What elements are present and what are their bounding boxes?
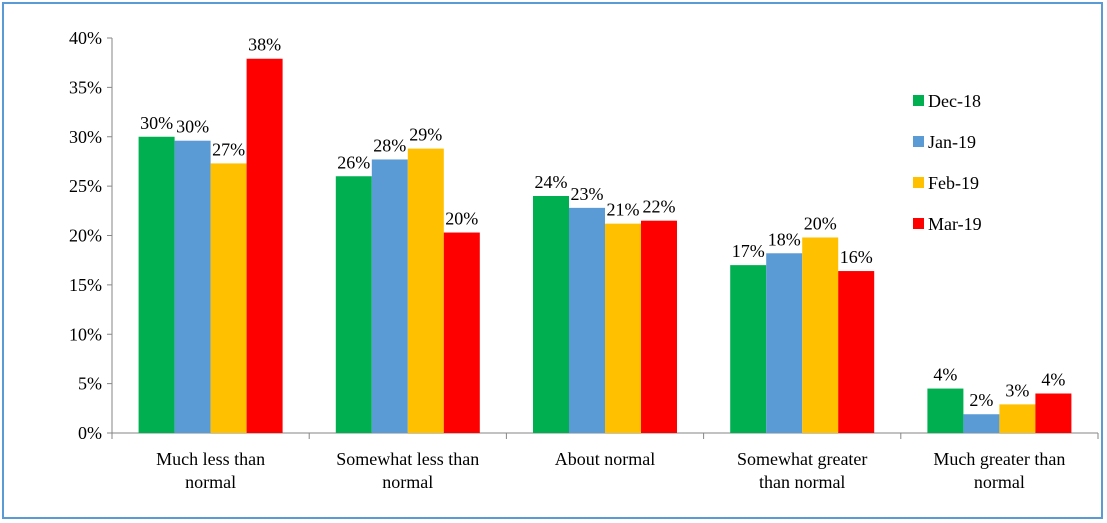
data-label: 4% bbox=[1041, 370, 1065, 390]
data-label: 28% bbox=[373, 135, 406, 155]
legend-label: Feb-19 bbox=[928, 173, 979, 193]
data-label: 30% bbox=[176, 117, 209, 137]
y-tick-label: 5% bbox=[78, 374, 102, 394]
data-label: 30% bbox=[140, 113, 173, 133]
data-label: 17% bbox=[732, 241, 765, 261]
data-label: 27% bbox=[212, 139, 245, 159]
bar-mar-19 bbox=[443, 232, 480, 433]
bar-mar-19 bbox=[641, 220, 677, 433]
x-category-label: Much less than bbox=[156, 449, 265, 469]
bar-feb-19 bbox=[999, 404, 1036, 433]
y-tick-label: 20% bbox=[69, 226, 102, 246]
bar-feb-19 bbox=[802, 237, 839, 433]
x-category-label: Much greater than bbox=[933, 449, 1065, 469]
data-label: 20% bbox=[804, 213, 837, 233]
x-category-label: Somewhat less than bbox=[336, 449, 479, 469]
legend-label: Dec-18 bbox=[928, 91, 981, 111]
legend-swatch bbox=[913, 218, 924, 229]
x-category-label: than normal bbox=[759, 472, 845, 492]
data-label: 26% bbox=[337, 152, 370, 172]
x-category-label: Somewhat greater bbox=[737, 449, 867, 469]
y-tick-label: 35% bbox=[69, 77, 102, 97]
bar-mar-19 bbox=[1035, 393, 1072, 433]
bar-feb-19 bbox=[407, 148, 444, 433]
legend-label: Mar-19 bbox=[928, 214, 982, 234]
bar-dec-18 bbox=[927, 388, 964, 433]
bar-mar-19 bbox=[246, 58, 283, 434]
legend-label: Jan-19 bbox=[928, 132, 976, 152]
x-category-label: normal bbox=[974, 472, 1025, 492]
data-label: 24% bbox=[535, 172, 568, 192]
y-tick-label: 0% bbox=[78, 423, 102, 443]
bar-mar-19 bbox=[838, 271, 875, 433]
bar-feb-19 bbox=[210, 163, 247, 433]
bar-jan-19 bbox=[766, 253, 803, 433]
data-label: 38% bbox=[248, 35, 281, 55]
bar-dec-18 bbox=[730, 265, 767, 433]
y-tick-label: 10% bbox=[69, 324, 102, 344]
data-label: 22% bbox=[643, 197, 676, 217]
legend-swatch bbox=[913, 95, 924, 106]
y-tick-label: 15% bbox=[69, 275, 102, 295]
legend-swatch bbox=[913, 136, 924, 147]
y-tick-label: 30% bbox=[69, 127, 102, 147]
bar-jan-19 bbox=[569, 207, 605, 433]
bar-jan-19 bbox=[963, 414, 1000, 433]
x-category-label: About normal bbox=[555, 449, 656, 469]
data-label: 21% bbox=[607, 200, 640, 220]
x-category-label: normal bbox=[382, 472, 433, 492]
bar-dec-18 bbox=[533, 196, 569, 433]
data-label: 3% bbox=[1005, 380, 1029, 400]
bar-dec-18 bbox=[335, 176, 372, 433]
bar-dec-18 bbox=[138, 136, 175, 433]
data-label: 2% bbox=[969, 390, 993, 410]
x-category-label: normal bbox=[185, 472, 236, 492]
y-tick-label: 40% bbox=[69, 28, 102, 48]
bar-jan-19 bbox=[371, 159, 408, 433]
y-tick-label: 25% bbox=[69, 176, 102, 196]
data-label: 4% bbox=[933, 365, 957, 385]
data-label: 16% bbox=[840, 247, 873, 267]
data-label: 23% bbox=[571, 184, 604, 204]
bar-jan-19 bbox=[174, 140, 211, 433]
legend-swatch bbox=[913, 177, 924, 188]
data-label: 18% bbox=[768, 229, 801, 249]
bar-feb-19 bbox=[605, 223, 641, 433]
data-label: 20% bbox=[445, 209, 478, 229]
data-label: 29% bbox=[409, 125, 442, 145]
